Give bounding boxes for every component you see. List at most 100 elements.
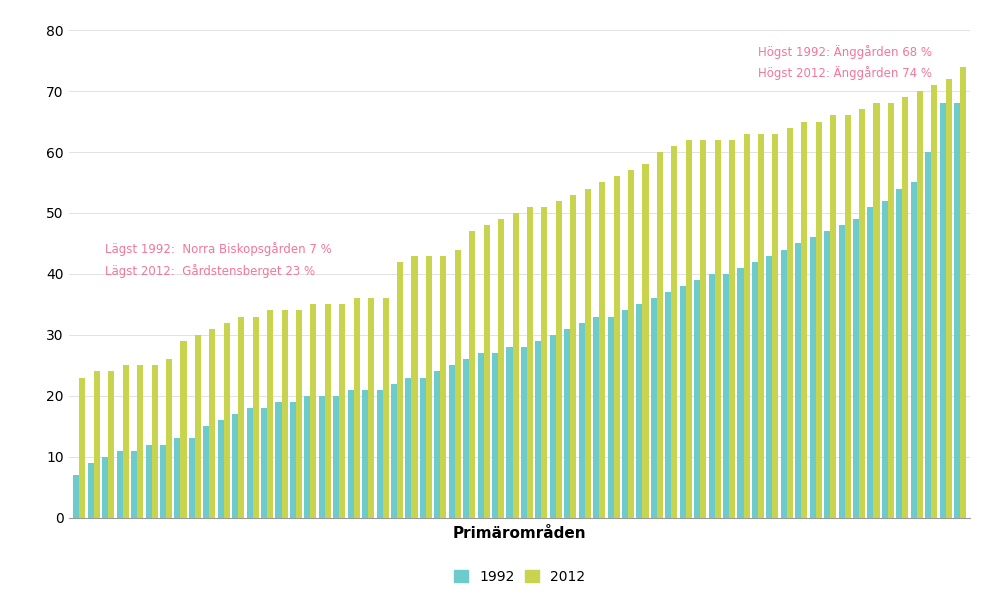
Bar (549, 335, 555, 518)
Bar (954, 104, 960, 518)
Bar (102, 457, 108, 518)
Bar (599, 182, 605, 518)
Bar (570, 194, 576, 518)
Bar (108, 371, 115, 518)
Bar (608, 317, 614, 518)
Bar (267, 311, 273, 518)
Bar (209, 329, 216, 518)
Bar (859, 110, 865, 518)
Bar (290, 402, 296, 518)
Bar (917, 91, 923, 518)
Bar (435, 371, 441, 518)
Text: Lägst 1992:  Norra Biskopsgården 7 %
Lägst 2012:  Gårdstensberget 23 %: Lägst 1992: Norra Biskopsgården 7 % Lägs… (105, 242, 332, 278)
Bar (88, 463, 94, 518)
Bar (224, 323, 230, 518)
Bar (353, 298, 359, 518)
Bar (925, 152, 932, 518)
Bar (882, 201, 888, 518)
Bar (441, 256, 446, 518)
Bar (738, 268, 743, 518)
Bar (180, 341, 186, 518)
Bar (469, 231, 475, 518)
Bar (189, 438, 195, 518)
Bar (940, 104, 945, 518)
Bar (723, 274, 729, 518)
Bar (614, 176, 620, 518)
Bar (138, 365, 144, 518)
Bar (454, 249, 460, 518)
Bar (896, 188, 902, 518)
Bar (368, 298, 374, 518)
Bar (902, 97, 909, 518)
Bar (123, 365, 129, 518)
Bar (781, 249, 787, 518)
Bar (637, 305, 643, 518)
Bar (463, 359, 469, 518)
Bar (831, 116, 837, 518)
Bar (334, 396, 340, 518)
Bar (405, 377, 412, 518)
Bar (715, 140, 721, 518)
Bar (801, 122, 807, 518)
Bar (513, 213, 519, 518)
Bar (787, 128, 793, 518)
Bar (671, 146, 677, 518)
Bar (218, 420, 224, 518)
Bar (709, 274, 715, 518)
Bar (527, 207, 533, 518)
Bar (700, 140, 706, 518)
Bar (945, 79, 951, 518)
Bar (686, 140, 692, 518)
Bar (166, 359, 172, 518)
Bar (275, 402, 281, 518)
Bar (304, 396, 311, 518)
Bar (73, 475, 79, 518)
Bar (888, 104, 894, 518)
Bar (536, 341, 542, 518)
Bar (867, 207, 873, 518)
Bar (252, 317, 258, 518)
Bar (261, 408, 267, 518)
Bar (911, 182, 917, 518)
Bar (758, 134, 764, 518)
X-axis label: Primärområden: Primärområden (453, 526, 586, 541)
Bar (622, 311, 628, 518)
Bar (542, 207, 547, 518)
Bar (94, 371, 100, 518)
Bar (239, 317, 245, 518)
Bar (477, 353, 484, 518)
Bar (492, 353, 498, 518)
Bar (521, 347, 527, 518)
Bar (694, 280, 700, 518)
Bar (578, 323, 585, 518)
Bar (151, 365, 157, 518)
Text: Högst 1992: Änggården 68 %
Högst 2012: Änggården 74 %: Högst 1992: Änggården 68 % Högst 2012: Ä… (758, 45, 933, 80)
Bar (507, 347, 513, 518)
Bar (195, 335, 201, 518)
Bar (643, 164, 648, 518)
Bar (585, 188, 591, 518)
Bar (729, 140, 736, 518)
Bar (766, 256, 772, 518)
Bar (650, 298, 657, 518)
Bar (873, 104, 879, 518)
Bar (844, 116, 850, 518)
Bar (751, 262, 758, 518)
Bar (232, 414, 239, 518)
Bar (932, 85, 938, 518)
Bar (657, 152, 663, 518)
Bar (960, 67, 966, 518)
Bar (743, 134, 749, 518)
Bar (146, 444, 151, 518)
Bar (564, 329, 570, 518)
Bar (448, 365, 454, 518)
Bar (824, 231, 831, 518)
Bar (420, 377, 426, 518)
Bar (247, 408, 252, 518)
Bar (397, 262, 403, 518)
Bar (382, 298, 389, 518)
Bar (296, 311, 302, 518)
Bar (325, 305, 331, 518)
Legend: 1992, 2012: 1992, 2012 (454, 570, 585, 584)
Bar (795, 243, 801, 518)
